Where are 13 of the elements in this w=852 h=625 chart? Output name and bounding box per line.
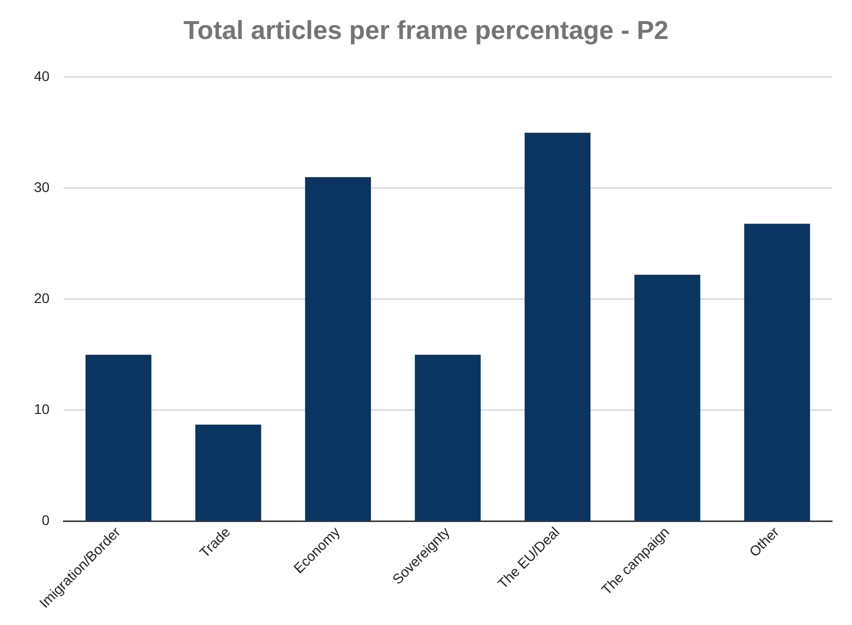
y-tick-label: 10 [34,401,50,418]
bar [744,224,810,521]
chart-title: Total articles per frame percentage - P2 [183,14,669,45]
y-tick-label: 0 [42,512,50,528]
bar [195,424,262,521]
bar [86,354,152,521]
bar [305,177,371,521]
bar [524,132,590,521]
bar [634,274,700,521]
y-tick-label: 40 [34,68,50,84]
bar [414,354,481,521]
y-tick-label: 30 [34,179,50,196]
y-tick-label: 20 [34,290,50,306]
